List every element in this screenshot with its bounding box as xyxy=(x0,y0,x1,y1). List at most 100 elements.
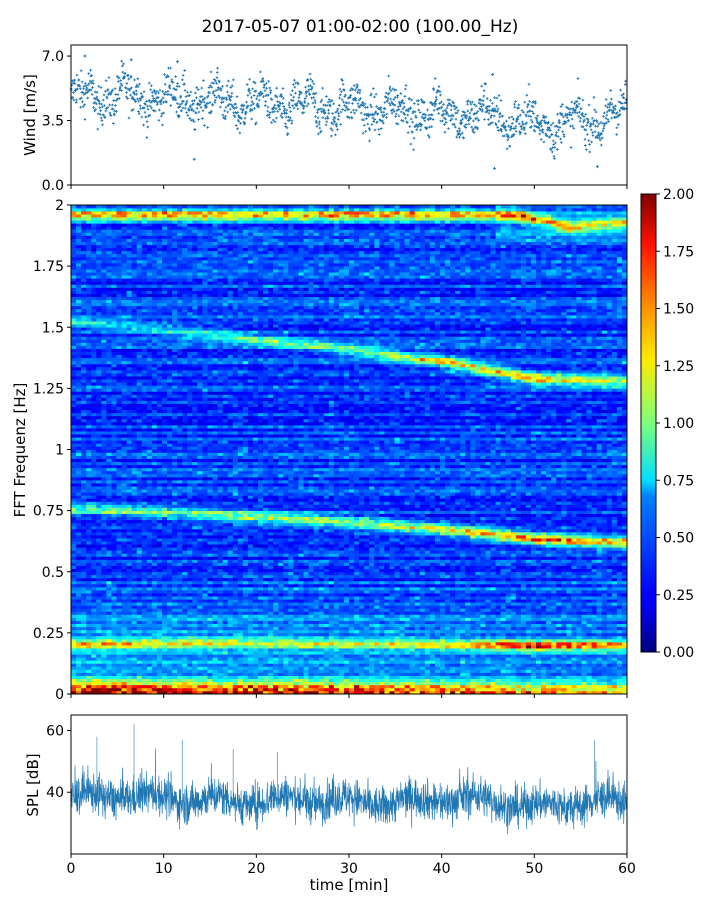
heatmap-cell xyxy=(308,651,314,655)
heatmap-cell xyxy=(551,605,557,609)
heatmap-cell xyxy=(384,571,390,576)
heatmap-cell xyxy=(525,599,532,603)
heatmap-cell xyxy=(86,590,92,594)
heatmap-cell xyxy=(349,593,355,597)
heatmap-cell xyxy=(450,559,456,563)
heatmap-cell xyxy=(419,583,426,588)
heatmap-cell xyxy=(81,590,87,594)
heatmap-cell xyxy=(308,635,314,640)
heatmap-cell xyxy=(288,672,294,676)
heatmap-cell xyxy=(465,565,471,569)
heatmap-cell xyxy=(232,593,239,597)
heatmap-cell xyxy=(131,638,137,643)
heatmap-cell xyxy=(546,568,552,573)
heatmap-cell xyxy=(338,605,345,609)
heatmap-cell xyxy=(399,635,405,640)
heatmap-cell xyxy=(81,642,87,646)
heatmap-cell xyxy=(172,602,178,606)
heatmap-cell xyxy=(187,660,193,664)
heatmap-cell xyxy=(576,562,582,566)
heatmap-cell xyxy=(343,654,350,658)
heatmap-cell xyxy=(172,666,178,670)
heatmap-cell xyxy=(611,580,618,585)
heatmap-cell xyxy=(520,593,527,597)
heatmap-cell xyxy=(480,559,486,563)
heatmap-cell xyxy=(369,608,375,612)
heatmap-cell xyxy=(500,629,506,634)
heatmap-cell xyxy=(596,657,603,661)
heatmap-cell xyxy=(460,651,466,655)
heatmap-cell xyxy=(611,678,618,683)
heatmap-cell xyxy=(369,690,375,695)
heatmap-cell xyxy=(247,593,254,597)
heatmap-cell xyxy=(389,556,395,560)
heatmap-cell xyxy=(237,632,244,637)
heatmap-cell xyxy=(167,681,173,686)
heatmap-cell xyxy=(349,583,355,588)
heatmap-cell xyxy=(187,626,193,631)
heatmap-cell xyxy=(76,599,82,603)
heatmap-cell xyxy=(313,608,319,612)
heatmap-cell xyxy=(551,602,557,606)
heatmap-cell xyxy=(338,620,345,625)
heatmap-cell xyxy=(409,611,415,615)
heatmap-cell xyxy=(495,593,501,597)
heatmap-cell xyxy=(606,678,613,683)
heatmap-cell xyxy=(551,614,557,618)
heatmap-cell xyxy=(510,684,517,689)
heatmap-cell xyxy=(192,632,198,637)
heatmap-cell xyxy=(475,626,481,631)
heatmap-cell xyxy=(227,593,234,597)
heatmap-cell xyxy=(242,642,249,646)
heatmap-cell xyxy=(495,629,501,634)
heatmap-cell xyxy=(505,657,512,661)
heatmap-cell xyxy=(455,657,461,661)
heatmap-cell xyxy=(308,587,314,591)
heatmap-cell xyxy=(561,690,567,695)
heatmap-cell xyxy=(273,577,279,582)
heatmap-cell xyxy=(551,675,557,680)
heatmap-cell xyxy=(242,559,249,563)
heatmap-cell xyxy=(621,599,628,603)
heatmap-cell xyxy=(606,559,613,563)
heatmap-cell xyxy=(177,663,183,667)
heatmap-cell xyxy=(96,559,102,563)
heatmap-cell xyxy=(596,580,603,585)
heatmap-cell xyxy=(313,663,319,667)
heatmap-cell xyxy=(263,593,269,597)
heatmap-cell xyxy=(581,602,587,606)
heatmap-cell xyxy=(263,629,269,634)
heatmap-cell xyxy=(551,635,557,640)
heatmap-cell xyxy=(606,687,613,692)
heatmap-cell xyxy=(273,663,279,667)
heatmap-cell xyxy=(465,663,471,667)
heatmap-cell xyxy=(116,663,122,667)
heatmap-cell xyxy=(172,638,178,643)
heatmap-cell xyxy=(222,623,228,628)
heatmap-cell xyxy=(616,599,623,603)
heatmap-cell xyxy=(591,574,597,579)
heatmap-cell xyxy=(71,657,77,661)
heatmap-cell xyxy=(520,648,527,652)
heatmap-cell xyxy=(202,593,208,597)
heatmap-cell xyxy=(298,599,304,603)
heatmap-cell xyxy=(616,675,623,680)
heatmap-cell xyxy=(86,651,92,655)
heatmap-cell xyxy=(167,645,173,649)
heatmap-cell xyxy=(359,687,365,692)
heatmap-cell xyxy=(126,599,132,603)
heatmap-cell xyxy=(394,660,400,664)
heatmap-cell xyxy=(293,587,299,591)
heatmap-cell xyxy=(288,626,294,631)
heatmap-cell xyxy=(541,611,547,615)
heatmap-cell xyxy=(359,602,365,606)
heatmap-cell xyxy=(434,620,441,625)
heatmap-cell xyxy=(359,559,365,563)
heatmap-cell xyxy=(187,663,193,667)
heatmap-cell xyxy=(394,617,400,621)
heatmap-cell xyxy=(424,642,431,646)
heatmap-cell xyxy=(581,672,587,676)
heatmap-cell xyxy=(86,611,92,615)
heatmap-cell xyxy=(283,663,289,667)
heatmap-cell xyxy=(399,663,405,667)
